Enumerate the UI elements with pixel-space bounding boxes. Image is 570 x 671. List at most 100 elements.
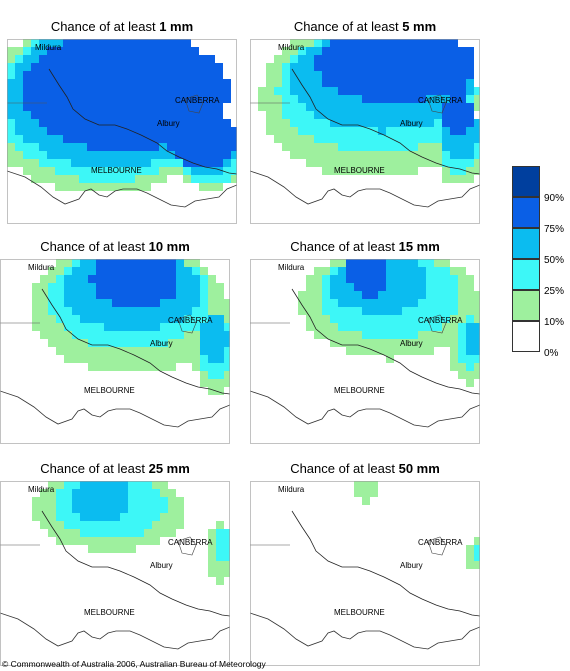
rain-cell	[394, 71, 402, 79]
rain-cell	[95, 87, 103, 95]
rain-cell	[120, 497, 128, 505]
rain-cell	[168, 347, 176, 355]
rain-cell	[39, 151, 47, 159]
rain-cell	[386, 71, 394, 79]
rain-cell	[442, 175, 450, 183]
rain-cell	[191, 79, 199, 87]
rain-cell	[80, 331, 88, 339]
act-border	[427, 94, 447, 114]
rain-cell	[216, 561, 224, 569]
rain-cell	[183, 39, 191, 47]
rain-cell	[442, 323, 450, 331]
rain-cell	[127, 135, 135, 143]
rain-cell	[442, 151, 450, 159]
rain-cell	[410, 151, 418, 159]
rain-cell	[386, 119, 394, 127]
rain-cell	[64, 489, 72, 497]
rain-cell	[362, 167, 370, 175]
rain-cell	[282, 87, 290, 95]
rain-cell	[474, 103, 480, 111]
act-border	[427, 536, 447, 556]
rain-cell	[111, 47, 119, 55]
rain-cell	[152, 347, 160, 355]
rain-cell	[466, 379, 474, 387]
rain-cell	[282, 71, 290, 79]
rain-cell	[95, 159, 103, 167]
panel-1mm: Chance of at least 1 mm Mildura CANBERRA A…	[7, 16, 237, 224]
rain-cell	[458, 79, 466, 87]
rain-cell	[151, 167, 159, 175]
rain-cell	[314, 159, 322, 167]
rain-cell	[160, 513, 168, 521]
rain-cell	[215, 119, 223, 127]
rain-cell	[216, 283, 224, 291]
rain-cell	[378, 55, 386, 63]
rain-cell	[298, 135, 306, 143]
rain-cell	[80, 489, 88, 497]
state-border	[291, 288, 480, 395]
rain-cell	[72, 259, 80, 267]
rain-cell	[338, 283, 346, 291]
rain-cell	[152, 489, 160, 497]
rain-cell	[338, 151, 346, 159]
rain-cell	[48, 513, 56, 521]
rain-cell	[80, 275, 88, 283]
rain-cell	[442, 283, 450, 291]
rain-cell	[362, 55, 370, 63]
rain-cell	[386, 143, 394, 151]
rain-cell	[208, 569, 216, 577]
rain-cell	[338, 267, 346, 275]
rain-cell	[7, 135, 15, 143]
rain-cell	[330, 323, 338, 331]
rain-cell	[87, 47, 95, 55]
rain-cell	[274, 95, 282, 103]
place-label-melbourne: MELBOURNE	[334, 608, 385, 617]
rain-cell	[402, 167, 410, 175]
rain-cell	[410, 299, 418, 307]
rain-cell	[216, 569, 224, 577]
rain-cell	[128, 259, 136, 267]
rain-cell	[216, 577, 224, 585]
rain-cell	[95, 111, 103, 119]
rain-cell	[96, 537, 104, 545]
rain-cell	[314, 299, 322, 307]
rain-cell	[47, 79, 55, 87]
rain-cell	[120, 355, 128, 363]
rain-cell	[64, 537, 72, 545]
rain-cell	[434, 135, 442, 143]
rain-cell	[88, 489, 96, 497]
rain-cell	[410, 291, 418, 299]
rain-cell	[450, 275, 458, 283]
rain-cell	[144, 347, 152, 355]
rain-cell	[322, 119, 330, 127]
rain-cell	[298, 151, 306, 159]
rain-cell	[474, 323, 480, 331]
rain-cell	[274, 103, 282, 111]
rain-cell	[370, 339, 378, 347]
rain-cell	[96, 259, 104, 267]
rain-cell	[56, 267, 64, 275]
rain-cell	[144, 267, 152, 275]
rain-cell	[143, 167, 151, 175]
rain-cell	[192, 299, 200, 307]
rain-cell	[135, 47, 143, 55]
rain-cell	[298, 71, 306, 79]
rain-cell	[63, 103, 71, 111]
rain-cell	[402, 87, 410, 95]
rain-cell	[63, 127, 71, 135]
rain-cell	[418, 39, 426, 47]
rain-cell	[64, 355, 72, 363]
rain-cell	[474, 95, 480, 103]
rain-cell	[88, 267, 96, 275]
rain-cell	[370, 95, 378, 103]
rain-cell	[23, 127, 31, 135]
rain-cell	[354, 79, 362, 87]
rain-cell	[128, 489, 136, 497]
rain-cell	[216, 347, 224, 355]
panel-5mm: Chance of at least 5 mm Mildura CANBERRA A…	[250, 16, 480, 224]
rain-cell	[434, 103, 442, 111]
rain-cell	[127, 87, 135, 95]
rain-cell	[104, 363, 112, 371]
rain-cell	[224, 379, 230, 387]
